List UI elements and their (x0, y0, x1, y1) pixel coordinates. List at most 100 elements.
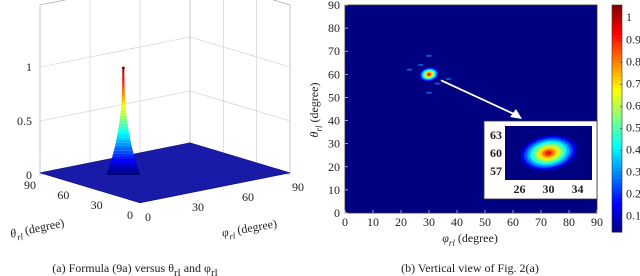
y-tick-label: 90 (328, 0, 340, 12)
colorbar-cell (612, 80, 622, 85)
colorbar-cell (612, 65, 622, 70)
colorbar-tick-label: 0.6 (626, 98, 640, 112)
axis-symbol: θ (307, 131, 321, 137)
side-lobe (434, 82, 441, 85)
contour (548, 152, 549, 154)
peak-band (108, 166, 139, 170)
side-lobe (426, 54, 432, 58)
peak-band (121, 94, 125, 97)
colorbar-cell (612, 129, 622, 135)
y-tick-label: 10 (328, 183, 340, 197)
peak-band (122, 83, 125, 86)
peak-band (121, 102, 126, 105)
axis-symbol: φ (221, 225, 230, 240)
peak-band (120, 110, 127, 113)
colorbar-cell (612, 167, 622, 172)
arrow (440, 79, 517, 116)
colorbar-cell (612, 118, 622, 123)
caption-subscript: rl (174, 267, 181, 276)
peak-band (110, 158, 136, 162)
side-lobe (417, 63, 424, 67)
peak-band (120, 112, 127, 116)
peak-band (114, 145, 133, 148)
inset-x-tick-label: 34 (572, 182, 584, 196)
colorbar-cell (612, 88, 622, 93)
colorbar-cell (612, 216, 622, 222)
colorbar-frame (611, 4, 623, 233)
axis-unit: (degree) (458, 231, 498, 245)
colorbar-cell (612, 76, 622, 82)
inset-x-tick-label: 30 (543, 182, 555, 196)
colorbar-tick-label: 1 (626, 10, 632, 24)
colorbar-tick-label: 0.2 (626, 187, 640, 201)
colorbar-cell (612, 197, 622, 203)
caption: (a) Formula (9a) versus θrl and φrl (52, 261, 217, 276)
peak-band (122, 80, 125, 84)
peak-band (111, 156, 135, 159)
colorbar-cell (612, 39, 622, 44)
side-lobe (445, 77, 452, 81)
peak-band (117, 129, 129, 132)
peak-band (122, 75, 125, 78)
colorbar-cell (612, 69, 622, 74)
colorbar-cell (612, 171, 622, 176)
colorbar-cell (612, 220, 622, 225)
colorbar-tick-label: 0.4 (626, 142, 640, 156)
peak (121, 66, 125, 70)
peak-band (106, 172, 141, 175)
x-tick-label: 40 (451, 215, 463, 229)
x-tick-label: 80 (563, 215, 575, 229)
peak-band (119, 115, 127, 119)
colorbar-tick-label: 0.1 (626, 209, 640, 223)
caption: (b) Vertical view of Fig. 2(a) (401, 261, 539, 275)
y-tick-label: 0 (334, 206, 340, 220)
y-tick-label: 30 (328, 137, 340, 151)
peak-band (110, 161, 137, 165)
x-tick-label: 90 (591, 215, 603, 229)
inset-x-tick-label: 26 (514, 182, 526, 196)
inset-y-tick-label: 60 (490, 146, 502, 160)
z-tick-label: 0 (26, 168, 32, 182)
peak-band (121, 96, 126, 100)
axis-subscript: rl (228, 231, 236, 242)
y-tick-label: 20 (328, 160, 340, 174)
caption-text: (b) Vertical view of Fig. 2(a) (401, 261, 539, 275)
colorbar-cell (612, 179, 622, 184)
axis-unit: (degree) (307, 83, 321, 123)
colorbar-cell (612, 156, 622, 161)
axis-label: φrl(degree) (221, 216, 279, 242)
colorbar-cell (612, 57, 622, 63)
peak-band (119, 121, 128, 124)
peak-band (118, 126, 129, 130)
x-tick-label: 10 (367, 215, 379, 229)
colorbar-cell (612, 73, 622, 78)
colorbar-cell (612, 20, 622, 25)
colorbar-cell (612, 133, 622, 138)
colorbar-cell (612, 152, 622, 157)
peak-band (121, 99, 126, 103)
colorbar-cell (612, 224, 622, 229)
peak-band (121, 91, 125, 94)
colorbar-cell (612, 110, 622, 116)
colorbar-cell (612, 8, 622, 14)
peak-band (113, 150, 134, 154)
colorbar-cell (612, 190, 622, 195)
colorbar-cell (612, 205, 622, 210)
caption-text: and φ (181, 261, 211, 275)
y-tick-label: 30 (192, 200, 204, 214)
colorbar-cell (612, 137, 622, 142)
peak-band (122, 77, 125, 81)
peak-band (109, 164, 138, 167)
colorbar-cell (612, 23, 622, 29)
colorbar-cell (612, 12, 622, 17)
colorbar-cell (612, 107, 622, 112)
axis-subscript: rl (449, 238, 456, 248)
peak-band (116, 137, 131, 140)
colorbar-cell (612, 201, 622, 207)
colorbar-cell (612, 95, 622, 101)
axis-unit: (degree) (236, 216, 278, 237)
inset-y-tick-label: 63 (490, 128, 502, 142)
colorbar-cell (612, 46, 622, 51)
colorbar-cell (612, 186, 622, 191)
